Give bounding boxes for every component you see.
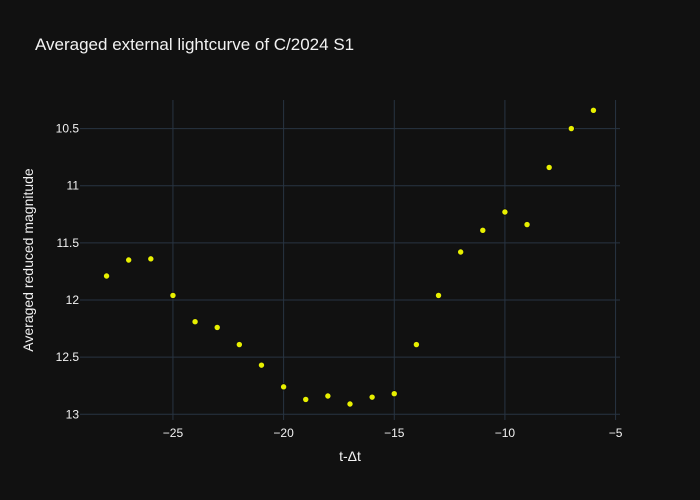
x-tick-labels: −25 −20 −15 −10 −5 <box>163 426 623 440</box>
x-axis-title: t-Δt <box>339 448 361 464</box>
data-point <box>124 256 133 264</box>
y-tick-labels: 10.5 11 11.5 12 12.5 13 <box>56 122 80 422</box>
data-point <box>324 392 332 400</box>
data-point <box>346 400 354 408</box>
data-points <box>102 106 598 408</box>
x-tick-label: −20 <box>273 426 294 440</box>
data-point <box>279 383 288 391</box>
x-tick-label: −5 <box>609 426 623 440</box>
y-tick-label: 13 <box>66 407 80 421</box>
chart-title: Averaged external lightcurve of C/2024 S… <box>35 35 354 54</box>
data-point <box>302 395 310 404</box>
data-point <box>567 124 576 133</box>
y-tick-label: 10.5 <box>56 122 80 136</box>
x-tick-label: −25 <box>163 426 184 440</box>
y-tick-label: 12 <box>66 293 80 307</box>
grid-lines <box>80 100 620 420</box>
y-axis-title: Averaged reduced magnitude <box>20 168 36 352</box>
y-tick-label: 11.5 <box>57 236 80 250</box>
data-point <box>235 340 244 349</box>
data-point <box>147 255 155 263</box>
data-point <box>501 208 509 216</box>
data-point <box>479 226 487 234</box>
data-point <box>456 248 465 256</box>
data-point <box>102 272 111 280</box>
data-point <box>589 106 598 114</box>
data-point <box>390 390 398 398</box>
x-tick-label: −15 <box>384 426 405 440</box>
data-point <box>523 220 531 229</box>
data-point <box>213 323 221 332</box>
y-tick-label: 12.5 <box>56 350 80 364</box>
data-point <box>191 318 199 326</box>
data-point <box>434 291 443 300</box>
data-point <box>257 361 266 369</box>
data-point <box>412 340 421 349</box>
data-point <box>169 291 177 300</box>
data-point <box>545 163 553 172</box>
x-tick-label: −10 <box>495 426 516 440</box>
data-point <box>368 393 376 401</box>
y-tick-label: 11 <box>67 179 80 193</box>
